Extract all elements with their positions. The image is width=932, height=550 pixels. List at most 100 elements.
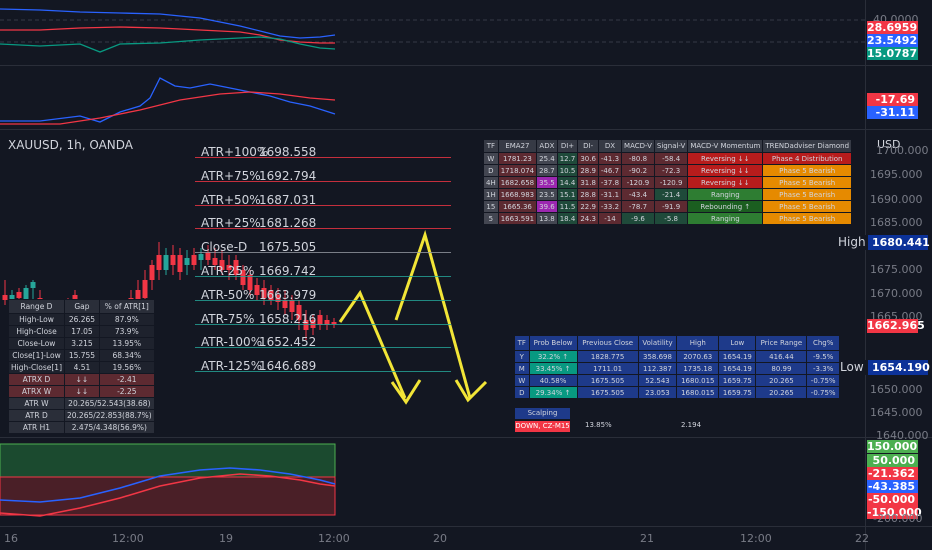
time-tick-22: 22	[855, 532, 869, 545]
atr-level-value: 1692.794	[259, 169, 317, 183]
scalping-vol: 2.194	[681, 421, 702, 429]
trend-row: D 1718.074 28.7 10.5 28.9 -46.7 -90.2 -72.3 Reve…	[483, 164, 853, 177]
candle-body	[170, 255, 176, 265]
candle-body	[16, 292, 22, 298]
trend-cell: -21.4	[653, 188, 689, 201]
trend-cell: -37.8	[597, 176, 623, 189]
prob-header-cell: Volatility	[637, 335, 678, 351]
dmi-tag-3: 15.0787	[867, 47, 918, 60]
trend-cell: 13.8	[536, 212, 558, 225]
prob-cell: D	[514, 386, 530, 399]
trend-cell: -31.1	[597, 188, 623, 201]
candle-body	[163, 255, 169, 270]
prob-cell: 20.265	[755, 374, 808, 387]
trend-cell: Rebounding ↑	[687, 200, 764, 213]
price-tick-1690: 1690.000	[870, 193, 923, 206]
atr-level-line	[195, 157, 451, 158]
atr-level-label: ATR+75%	[201, 169, 261, 183]
prob-cell: 2070.63	[676, 350, 720, 363]
trend-cell: 10.5	[556, 164, 579, 177]
trend-row: 1H 1668.983 23.5 15.1 28.8 -31.1 -43.4 -21.4 Ran…	[483, 188, 853, 201]
trend-cell: 28.8	[577, 188, 599, 201]
candle-body	[226, 265, 232, 270]
range-row: ATRX W ↓↓ -2.25	[8, 385, 155, 398]
prob-cell: 1654.19	[718, 362, 757, 375]
trend-cell: 24.3	[577, 212, 599, 225]
scalping-prob: 13.85%	[585, 421, 612, 429]
prob-cell: 1735.18	[676, 362, 720, 375]
osc-tag-blue: -43.385	[867, 480, 918, 493]
trend-cell: Reversing ↓↓	[687, 152, 764, 165]
price-tick-1695: 1695.000	[870, 168, 923, 181]
trend-row: 4H 1682.658 35.5 14.4 31.8 -37.8 -120.9 -120.9 R…	[483, 176, 853, 189]
range-row: Close-Low 3.215 13.95%	[8, 337, 155, 350]
trend-cell: Ranging	[687, 188, 764, 201]
atr-level-value: 1669.742	[259, 264, 317, 278]
low-label: Low	[836, 360, 868, 375]
trend-cell: Ranging	[687, 212, 764, 225]
atr-level-label: Close-D	[201, 240, 248, 254]
candle-body	[240, 270, 246, 285]
trend-cell: -9.6	[621, 212, 655, 225]
last-price-tag: 1662.965	[867, 319, 925, 333]
trend-cell: Phase 5 Bearish	[762, 212, 853, 225]
trend-cell: Reversing ↓↓	[687, 164, 764, 177]
atr-level-line	[195, 276, 451, 277]
trend-header-cell: DI-	[577, 139, 599, 153]
range-cell: 68.34%	[98, 349, 155, 362]
prob-cell: 112.387	[637, 362, 678, 375]
trend-cell: 1H	[483, 188, 499, 201]
trend-header-cell: Signal-V	[653, 139, 689, 153]
trend-cell: 31.8	[577, 176, 599, 189]
trend-row: 5 1663.591 13.8 18.4 24.3 -14 -9.6 -5.8 Ranging P…	[483, 212, 853, 225]
range-cell: High-Low	[8, 313, 65, 326]
range-table: Range D Gap% of ATR[1] High-Low 26.265 87.9%…	[8, 299, 155, 434]
candle-body	[303, 320, 309, 330]
atr-level-line	[195, 205, 451, 206]
candle-body	[198, 254, 204, 260]
range-cell: High-Close	[8, 325, 65, 338]
atr-level-label: ATR-125%	[201, 359, 263, 373]
prob-header-cell: Prob Below	[528, 335, 578, 351]
price-tick-1700: 1700.000	[876, 144, 929, 157]
prob-row: M 33.45% ↑ 1711.01 112.387 1735.18 1654.19 80.…	[514, 362, 840, 375]
atr-summary-label: ATR H1	[8, 421, 65, 434]
trend-cell: -90.2	[621, 164, 655, 177]
atr-level-line	[195, 228, 451, 229]
atr-level-value: 1698.558	[259, 145, 317, 159]
candle-body	[177, 255, 183, 272]
trend-cell: W	[483, 152, 499, 165]
prob-cell: 1659.75	[718, 386, 757, 399]
dmi-pane	[0, 8, 865, 53]
atr-level-value: 1652.452	[259, 335, 317, 349]
candle-body	[23, 288, 29, 305]
candle-body	[324, 320, 330, 325]
prob-cell: 1654.19	[718, 350, 757, 363]
price-tick-1670: 1670.000	[870, 287, 923, 300]
candle-body	[9, 295, 15, 300]
atr-level-value: 1681.268	[259, 216, 317, 230]
scalping-signal: DOWN, CZ-M15	[515, 421, 570, 432]
atr-level-value: 1663.979	[259, 288, 317, 302]
prob-header-cell: Previous Close	[576, 335, 639, 351]
trend-cell: -120.9	[653, 176, 689, 189]
prob-cell: 1675.505	[576, 386, 639, 399]
range-cell: -2.25	[98, 385, 155, 398]
trend-cell: Phase 5 Bearish	[762, 200, 853, 213]
range-header-cell: Range D	[8, 299, 65, 314]
currency-label: USD	[877, 138, 901, 151]
candle-body	[142, 280, 148, 298]
oscillator-pane	[0, 443, 336, 517]
prob-cell: -0.75%	[806, 374, 840, 387]
trend-cell: -72.3	[653, 164, 689, 177]
atr-summary-row: ATR W 20.265/52.543(38.68)	[8, 397, 155, 410]
atr-level-value: 1687.031	[259, 193, 317, 207]
price-tick-1685: 1685.000	[870, 216, 923, 229]
range-row: High-Close 17.05 73.9%	[8, 325, 155, 338]
trend-cell: 28.7	[536, 164, 558, 177]
candle-body	[233, 260, 239, 275]
dmi-tag-1: 28.6959	[867, 21, 918, 34]
atr-level-label: ATR-75%	[201, 312, 255, 326]
prob-cell: 29.34% ↑	[528, 386, 578, 399]
time-tick-1200a: 12:00	[112, 532, 144, 545]
